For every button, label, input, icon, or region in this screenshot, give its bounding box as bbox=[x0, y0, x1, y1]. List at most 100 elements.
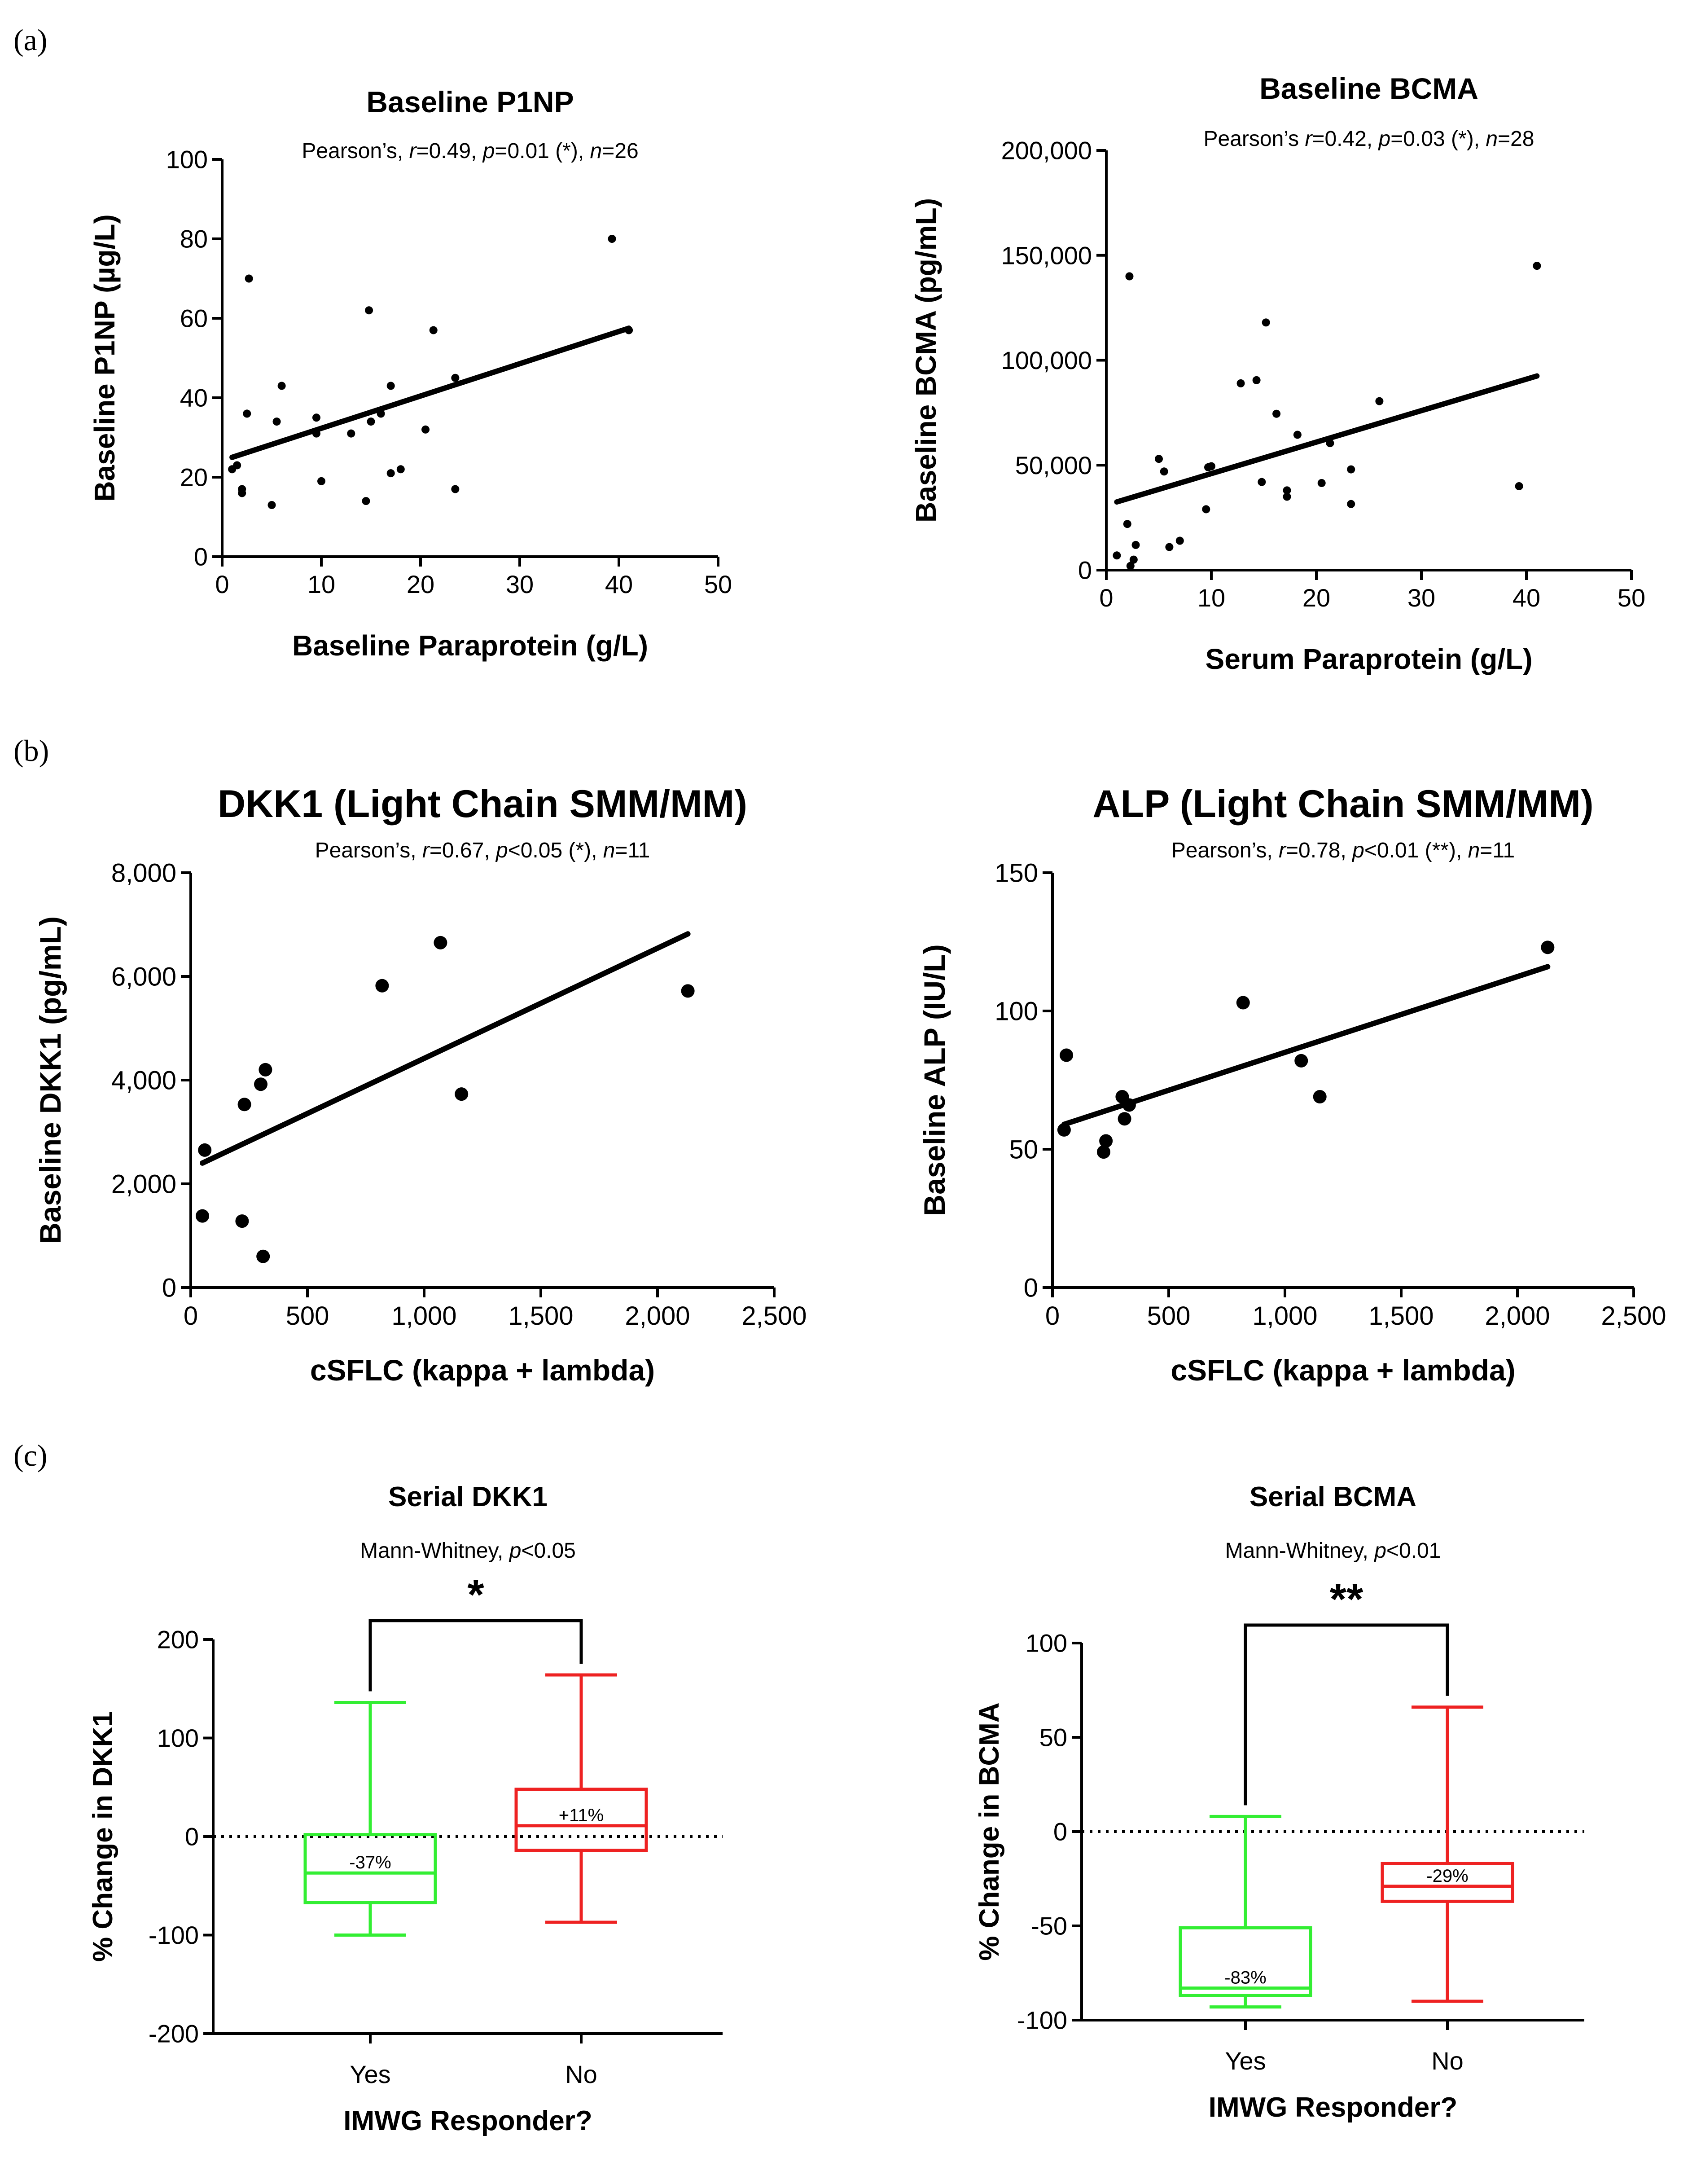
y-tick-label: 2,000 bbox=[111, 1169, 176, 1199]
x-tick-label: 500 bbox=[286, 1301, 329, 1331]
chart-stats-part: =0.42, bbox=[1312, 127, 1378, 151]
x-tick-label: 30 bbox=[1407, 584, 1435, 612]
x-tick-label: 1,500 bbox=[1368, 1301, 1434, 1331]
chart-stats-part: =0.78, bbox=[1286, 839, 1352, 862]
x-tick-label: 20 bbox=[1302, 584, 1330, 612]
data-point bbox=[1155, 455, 1163, 463]
data-point bbox=[451, 374, 460, 382]
panel-label-b: (b) bbox=[13, 734, 49, 768]
y-tick-label: 100 bbox=[166, 145, 208, 174]
chart-stats-part: =28 bbox=[1498, 127, 1534, 151]
y-tick-label: 100 bbox=[995, 997, 1038, 1026]
chart-stats-part: r bbox=[1279, 839, 1287, 862]
chart-stats: Pearson’s, r=0.49, p=0.01 (*), n=26 bbox=[302, 139, 638, 163]
y-tick-label: 20 bbox=[180, 463, 208, 492]
data-point bbox=[272, 417, 281, 426]
chart-stats-part: p bbox=[1373, 1539, 1386, 1563]
chart-stats-part: r bbox=[1305, 127, 1313, 151]
x-tick-label: 1,000 bbox=[391, 1301, 456, 1331]
chart-dkk1-light-chain: DKK1 (Light Chain SMM/MM) Pearson’s, r=0.… bbox=[34, 782, 807, 1387]
x-tick-label: 2,500 bbox=[1601, 1301, 1666, 1331]
chart-stats-part: =11 bbox=[1480, 839, 1515, 862]
data-point bbox=[243, 409, 251, 418]
chart-title: Baseline BCMA bbox=[1259, 72, 1478, 105]
data-point bbox=[1283, 492, 1291, 501]
data-point bbox=[1057, 1123, 1071, 1137]
chart-stats-part: n bbox=[1486, 127, 1498, 151]
regression-line bbox=[200, 931, 691, 1166]
regression-line bbox=[1061, 964, 1551, 1127]
chart-stats-part: p bbox=[1378, 127, 1391, 151]
y-tick-label: 100 bbox=[157, 1724, 199, 1752]
chart-stats-part: <0.05 bbox=[521, 1539, 575, 1563]
chart-stats-part: n bbox=[603, 839, 615, 862]
data-point bbox=[375, 979, 389, 993]
chart-stats-part: =0.01 (*), bbox=[495, 139, 590, 163]
data-point bbox=[1113, 551, 1121, 560]
iqr-box bbox=[514, 1788, 648, 1852]
chart-stats-part: =0.67, bbox=[430, 839, 496, 862]
median-value-label: -37% bbox=[349, 1853, 391, 1872]
data-point bbox=[233, 461, 241, 470]
category-label: Yes bbox=[350, 2060, 390, 2088]
data-point bbox=[1375, 397, 1384, 405]
data-point bbox=[1347, 465, 1355, 474]
data-point bbox=[681, 984, 695, 998]
chart-stats: Pearson’s r=0.42, p=0.03 (*), n=28 bbox=[1204, 127, 1534, 151]
data-point bbox=[1236, 996, 1250, 1010]
chart-stats: Mann-Whitney, p<0.05 bbox=[360, 1539, 576, 1563]
significance-bracket bbox=[1244, 1623, 1449, 1806]
data-point bbox=[1252, 376, 1261, 384]
data-point bbox=[386, 382, 395, 390]
data-point bbox=[429, 326, 438, 334]
x-axis-label: IMWG Responder? bbox=[343, 2105, 592, 2136]
data-point bbox=[1262, 318, 1270, 327]
y-tick-label: 150,000 bbox=[1001, 241, 1092, 269]
x-tick-label: 10 bbox=[307, 570, 335, 598]
y-tick-label: 200 bbox=[157, 1626, 199, 1654]
chart-stats-part: =0.03 (*), bbox=[1390, 127, 1486, 151]
x-tick-label: 2,500 bbox=[741, 1301, 807, 1331]
y-tick-label: 0 bbox=[185, 1823, 199, 1851]
x-tick-label: 50 bbox=[1618, 584, 1645, 612]
x-axis-label: cSFLC (kappa + lambda) bbox=[1171, 1353, 1515, 1387]
x-tick-label: 30 bbox=[506, 570, 534, 598]
chart-baseline-bcma: Baseline BCMA Pearson’s r=0.42, p=0.03 (*… bbox=[910, 72, 1645, 675]
data-point bbox=[1533, 262, 1541, 270]
y-tick-label: 80 bbox=[180, 225, 208, 253]
data-point bbox=[277, 382, 286, 390]
y-axis-label: Baseline P1NP (µg/L) bbox=[88, 214, 121, 501]
chart-stats-part: <0.05 (*), bbox=[508, 839, 603, 862]
panel-label-c: (c) bbox=[13, 1438, 47, 1472]
data-point bbox=[1236, 379, 1245, 387]
chart-title: DKK1 (Light Chain SMM/MM) bbox=[218, 782, 747, 826]
y-axis-label: Baseline DKK1 (pg/mL) bbox=[34, 916, 67, 1244]
regression-line bbox=[1114, 373, 1540, 505]
chart-stats-part: Mann-Whitney, bbox=[360, 1539, 509, 1563]
category-label: No bbox=[1431, 2047, 1464, 2075]
y-tick-label: 200,000 bbox=[1001, 136, 1092, 165]
chart-stats-part: n bbox=[1468, 839, 1480, 862]
data-point bbox=[365, 306, 373, 315]
chart-stats-part: p bbox=[509, 1539, 522, 1563]
y-axis-label: % Change in BCMA bbox=[974, 1702, 1005, 1960]
x-tick-label: 0 bbox=[215, 570, 229, 598]
panel-label-a: (a) bbox=[13, 23, 47, 57]
chart-stats-part: p bbox=[1351, 839, 1364, 862]
data-point bbox=[1541, 940, 1555, 954]
x-tick-label: 0 bbox=[1099, 584, 1113, 612]
y-tick-label: 6,000 bbox=[111, 962, 176, 991]
y-axis-label: Baseline ALP (IU/L) bbox=[918, 944, 951, 1216]
significance-marker: ** bbox=[1330, 1575, 1363, 1623]
data-point bbox=[1126, 562, 1135, 570]
data-point bbox=[1207, 462, 1215, 470]
x-tick-label: 0 bbox=[1045, 1301, 1060, 1331]
y-tick-label: 50 bbox=[1039, 1723, 1067, 1752]
data-point bbox=[1165, 543, 1174, 551]
data-point bbox=[1131, 541, 1140, 549]
data-point bbox=[196, 1209, 209, 1223]
chart-stats-part: Mann-Whitney, bbox=[1225, 1539, 1375, 1563]
data-point bbox=[1125, 272, 1134, 281]
data-point bbox=[312, 413, 320, 422]
data-point bbox=[237, 1098, 251, 1112]
